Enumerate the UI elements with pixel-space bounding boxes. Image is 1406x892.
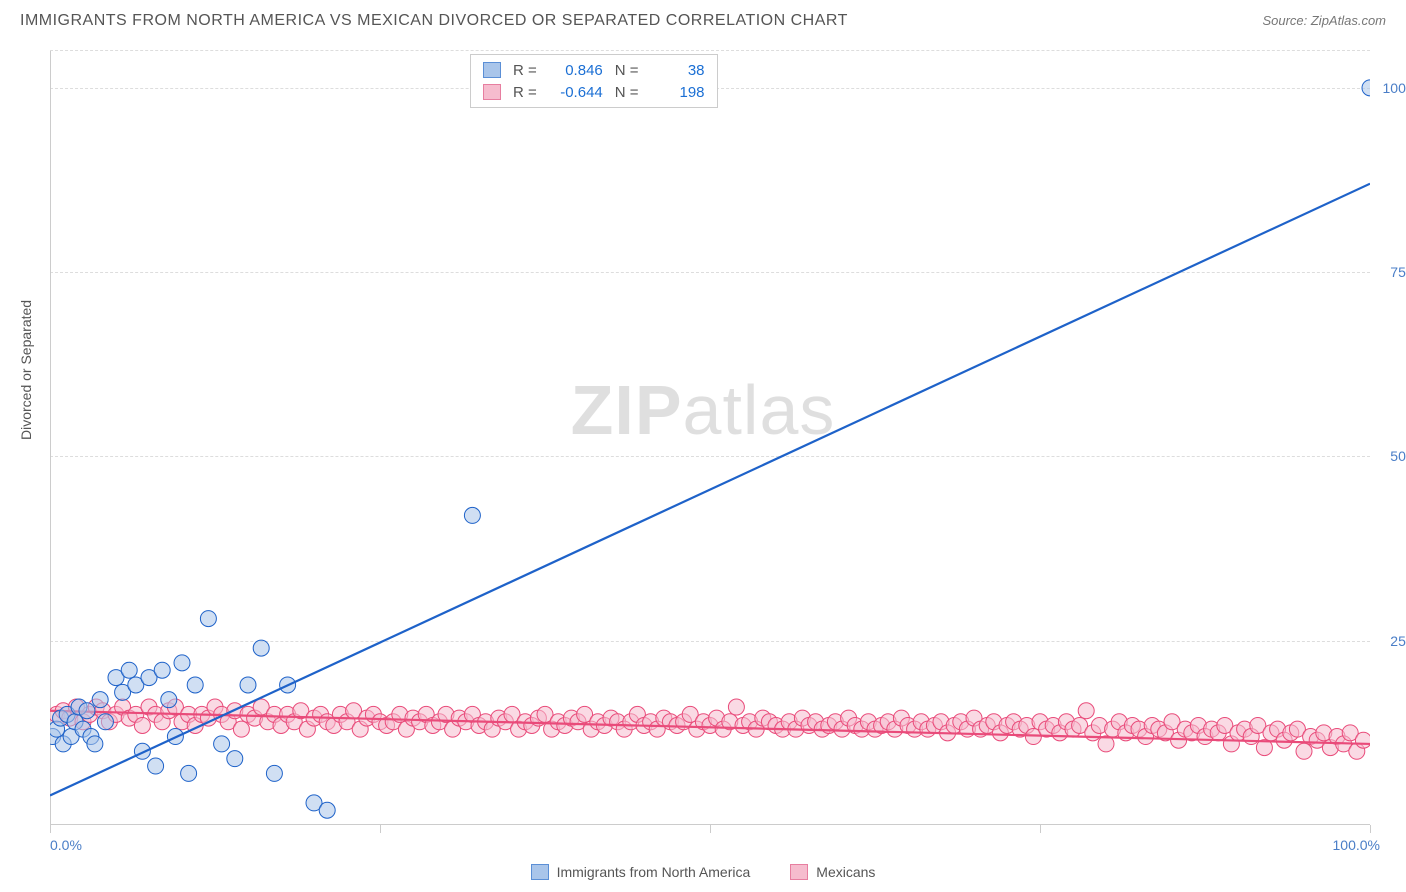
- series1-point: [227, 751, 243, 767]
- y-tick-label: 50.0%: [1390, 448, 1406, 464]
- x-tick-label-max: 100.0%: [1333, 837, 1380, 853]
- chart-source: Source: ZipAtlas.com: [1262, 13, 1386, 28]
- legend-r-value: -0.644: [547, 84, 603, 101]
- series2-point: [134, 717, 150, 733]
- series1-point: [154, 662, 170, 678]
- series2-point: [1078, 703, 1094, 719]
- y-tick-label: 75.0%: [1390, 264, 1406, 280]
- legend-r-label: R =: [513, 62, 537, 79]
- series1-point: [1362, 80, 1370, 96]
- series1-point: [181, 765, 197, 781]
- series1-point: [174, 655, 190, 671]
- x-tick: [50, 825, 51, 833]
- correlation-legend: R = 0.846 N = 38 R = -0.644 N = 198: [470, 54, 718, 108]
- y-tick-label: 100.0%: [1383, 80, 1406, 96]
- legend-swatch-series1: [483, 62, 501, 78]
- x-tick: [1040, 825, 1041, 833]
- legend-r-value: 0.846: [547, 62, 603, 79]
- series1-point: [79, 703, 95, 719]
- x-tick: [710, 825, 711, 833]
- series1-point: [253, 640, 269, 656]
- series1-point: [121, 662, 137, 678]
- series-legend: Immigrants from North America Mexicans: [0, 864, 1406, 880]
- series1-trendline: [50, 184, 1370, 796]
- x-tick-label-min: 0.0%: [50, 837, 82, 853]
- legend-item-series2: Mexicans: [790, 864, 875, 880]
- series1-point: [266, 765, 282, 781]
- legend-n-value: 38: [649, 62, 705, 79]
- series1-point: [148, 758, 164, 774]
- chart-header: IMMIGRANTS FROM NORTH AMERICA VS MEXICAN…: [20, 12, 1386, 30]
- series1-point: [187, 677, 203, 693]
- legend-row-series2: R = -0.644 N = 198: [483, 81, 705, 103]
- series1-point: [92, 692, 108, 708]
- series1-point: [161, 692, 177, 708]
- series2-point: [233, 721, 249, 737]
- x-tick: [380, 825, 381, 833]
- legend-label: Mexicans: [816, 864, 875, 880]
- series1-point: [240, 677, 256, 693]
- chart-canvas: [50, 51, 1370, 825]
- y-tick-label: 25.0%: [1390, 633, 1406, 649]
- x-tick: [1370, 825, 1371, 833]
- series1-point: [200, 611, 216, 627]
- legend-swatch-series1: [531, 864, 549, 880]
- series2-point: [1296, 743, 1312, 759]
- series1-point: [214, 736, 230, 752]
- legend-r-label: R =: [513, 84, 537, 101]
- series1-point: [87, 736, 103, 752]
- series2-point: [1355, 732, 1370, 748]
- legend-swatch-series2: [483, 84, 501, 100]
- series1-point: [97, 714, 113, 730]
- series1-point: [464, 507, 480, 523]
- chart-title: IMMIGRANTS FROM NORTH AMERICA VS MEXICAN…: [20, 12, 848, 30]
- series1-point: [319, 802, 335, 818]
- legend-row-series1: R = 0.846 N = 38: [483, 59, 705, 81]
- legend-n-label: N =: [615, 84, 639, 101]
- legend-label: Immigrants from North America: [557, 864, 751, 880]
- plot-area: 100.0%75.0%50.0%25.0%0.0%100.0%: [50, 50, 1370, 825]
- legend-n-value: 198: [649, 84, 705, 101]
- legend-n-label: N =: [615, 62, 639, 79]
- legend-swatch-series2: [790, 864, 808, 880]
- series2-point: [728, 699, 744, 715]
- y-axis-title: Divorced or Separated: [18, 300, 34, 440]
- legend-item-series1: Immigrants from North America: [531, 864, 751, 880]
